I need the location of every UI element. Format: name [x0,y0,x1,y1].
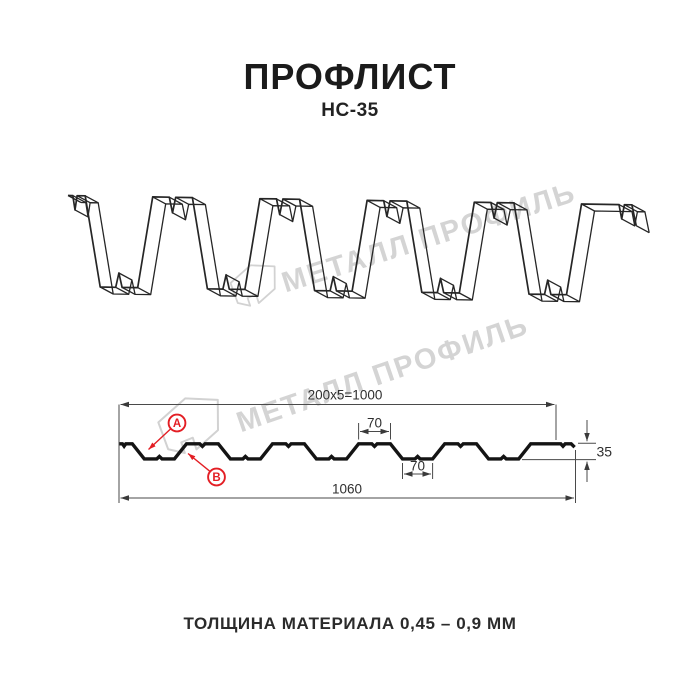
side-b-letter: B [212,472,220,484]
dim-label-rib-bottom-width: 70 [410,459,425,474]
dimension-lines [118,401,596,503]
dim-label-height: 35 [597,444,613,460]
page-title: ПРОФЛИСТ [243,56,457,97]
profile-model-subtitle: НС-35 [321,100,379,121]
profile-3d-drawing [67,194,650,303]
side-b-marker [207,467,226,487]
side-a-letter: A [173,418,181,430]
cross-section-drawing: 200x5=1000 1060 70 70 35 A B [118,388,613,503]
dim-label-overall-width: 1060 [332,482,362,497]
side-callouts: A B [148,413,226,487]
brand-logo-watermark-top [229,264,276,307]
side-a-marker [167,413,187,433]
material-thickness-note: ТОЛЩИНА МАТЕРИАЛА 0,45 – 0,9 ММ [183,614,517,633]
dim-label-coverage: 200x5=1000 [308,388,383,403]
dim-label-rib-top-width: 70 [367,416,382,431]
cross-section-profile [118,442,576,461]
